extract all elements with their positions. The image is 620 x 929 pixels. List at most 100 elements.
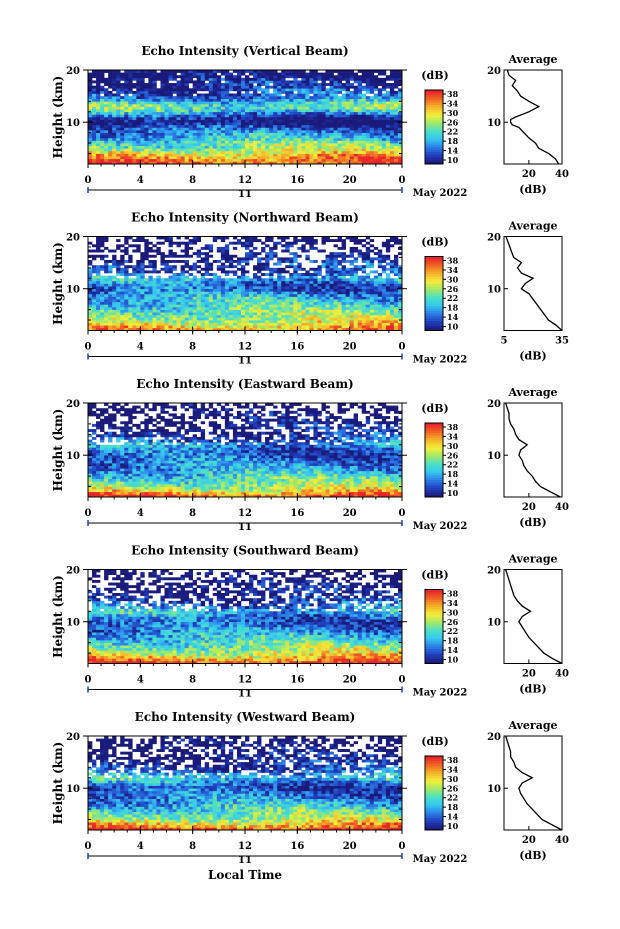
heatmap-cell bbox=[357, 252, 363, 256]
heatmap-cell bbox=[212, 77, 218, 81]
heatmap-cell bbox=[168, 314, 173, 318]
heatmap-cell bbox=[369, 260, 375, 263]
heatmap-cell bbox=[393, 96, 399, 100]
heatmap-cell bbox=[204, 98, 210, 102]
heatmap-cell bbox=[345, 75, 350, 79]
heatmap-cell bbox=[112, 325, 117, 329]
heatmap-cell bbox=[301, 148, 306, 152]
heatmap-cell bbox=[321, 101, 326, 105]
heatmap-cell bbox=[88, 143, 93, 147]
heatmap-cell bbox=[160, 161, 165, 165]
heatmap-cell bbox=[385, 106, 391, 110]
heatmap-cell bbox=[257, 307, 262, 310]
heatmap-cell bbox=[224, 293, 230, 297]
heatmap-cell bbox=[317, 135, 322, 139]
heatmap-cell bbox=[168, 280, 173, 284]
heatmap-cell bbox=[104, 148, 109, 152]
heatmap-cell bbox=[108, 265, 113, 269]
heatmap-cell bbox=[116, 288, 121, 292]
heatmap-cell bbox=[393, 90, 399, 94]
heatmap-cell bbox=[156, 103, 161, 107]
heatmap-cell bbox=[144, 72, 149, 76]
heatmap-cell bbox=[224, 80, 230, 84]
heatmap-cell bbox=[297, 325, 302, 329]
heatmap-cell bbox=[88, 109, 93, 113]
heatmap-cell bbox=[168, 101, 173, 105]
heatmap-cell bbox=[393, 307, 399, 310]
heatmap-cell bbox=[353, 156, 359, 160]
heatmap-cell bbox=[293, 83, 298, 86]
heatmap-cell bbox=[329, 265, 334, 269]
heatmap-cell bbox=[228, 325, 234, 329]
heatmap-cell bbox=[132, 291, 137, 295]
heatmap-cell bbox=[333, 85, 338, 89]
heatmap-cell bbox=[176, 109, 181, 113]
heatmap-cell bbox=[208, 254, 214, 258]
heatmap-cell bbox=[100, 296, 105, 300]
heatmap-cell bbox=[245, 75, 250, 79]
heatmap-cell bbox=[301, 267, 306, 271]
heatmap-cell bbox=[144, 249, 149, 253]
heatmap-cell bbox=[228, 132, 234, 136]
heatmap-cell bbox=[112, 135, 117, 139]
heatmap-cell bbox=[184, 293, 189, 297]
heatmap-cell bbox=[369, 148, 375, 152]
heatmap-cell bbox=[208, 70, 214, 73]
heatmap-cell bbox=[140, 161, 145, 165]
heatmap-cell bbox=[120, 96, 125, 100]
heatmap-cell bbox=[240, 122, 246, 126]
heatmap-cell bbox=[136, 124, 141, 128]
heatmap-cell bbox=[140, 265, 145, 269]
heatmap-cell bbox=[144, 254, 149, 258]
heatmap-cell bbox=[321, 291, 326, 295]
heatmap-cell bbox=[152, 117, 157, 120]
heatmap-cell bbox=[269, 327, 274, 331]
heatmap-cell bbox=[265, 143, 270, 147]
heatmap-cell bbox=[321, 148, 326, 152]
heatmap-cell bbox=[289, 119, 294, 123]
heatmap-cell bbox=[152, 262, 157, 266]
heatmap-cell bbox=[160, 124, 165, 128]
heatmap-cell bbox=[188, 70, 193, 73]
heatmap-cell bbox=[192, 322, 197, 326]
heatmap-cell bbox=[349, 296, 354, 300]
heatmap-cell bbox=[329, 83, 334, 86]
heatmap-cell bbox=[341, 314, 346, 318]
heatmap-cell bbox=[381, 132, 387, 136]
heatmap-cell bbox=[188, 130, 193, 133]
heatmap-cell bbox=[180, 280, 185, 284]
heatmap-cell bbox=[353, 260, 359, 263]
heatmap-cell bbox=[212, 140, 218, 144]
heatmap-cell bbox=[333, 267, 338, 271]
heatmap-cell bbox=[220, 114, 226, 118]
heatmap-cell bbox=[168, 145, 173, 149]
heatmap-cell bbox=[277, 314, 282, 318]
profile-y-tick-label: 10 bbox=[487, 118, 501, 129]
heatmap-cell bbox=[301, 244, 306, 248]
heatmap-cell bbox=[309, 286, 314, 290]
heatmap-cell bbox=[357, 109, 363, 113]
heatmap-cell bbox=[228, 83, 234, 86]
heatmap-cell bbox=[116, 314, 121, 318]
heatmap-cell bbox=[88, 241, 93, 245]
heatmap-cell bbox=[200, 114, 206, 118]
heatmap-cell bbox=[365, 111, 371, 115]
heatmap-cell bbox=[148, 90, 153, 94]
heatmap-cell bbox=[96, 307, 101, 310]
heatmap-cell bbox=[345, 158, 350, 162]
heatmap-cell bbox=[269, 132, 274, 136]
heatmap-cell bbox=[188, 80, 193, 84]
heatmap-cell bbox=[353, 275, 359, 279]
heatmap-cell bbox=[120, 312, 125, 316]
heatmap-cell bbox=[216, 88, 222, 92]
heatmap-cell bbox=[373, 322, 379, 326]
heatmap-cell bbox=[245, 260, 250, 263]
heatmap-cell bbox=[128, 124, 133, 128]
heatmap-cell bbox=[148, 135, 153, 139]
heatmap-cell bbox=[281, 293, 286, 297]
heatmap-cell bbox=[112, 249, 117, 253]
heatmap-cell bbox=[208, 150, 214, 154]
heatmap-cell bbox=[128, 156, 133, 160]
heatmap-cell bbox=[88, 75, 93, 79]
heatmap-cell bbox=[148, 140, 153, 144]
